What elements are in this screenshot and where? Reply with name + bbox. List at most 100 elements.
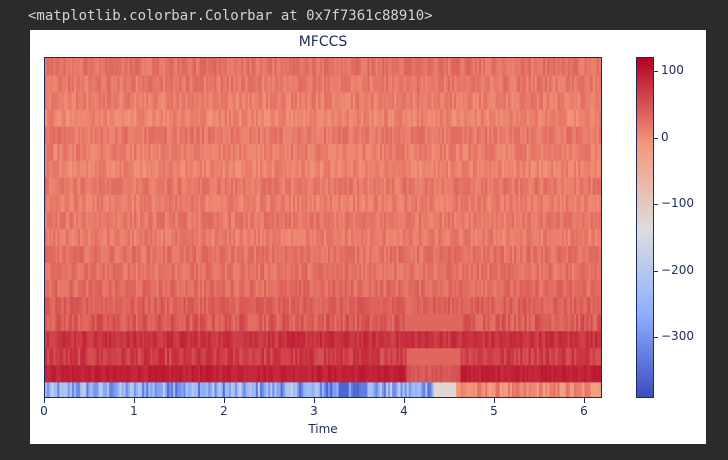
heatmap-cell bbox=[543, 126, 546, 144]
heatmap-cell bbox=[326, 364, 329, 383]
heatmap-cell bbox=[334, 109, 337, 127]
heatmap-cell bbox=[352, 92, 356, 110]
heatmap-cell bbox=[429, 143, 432, 161]
heatmap-cell bbox=[476, 279, 480, 298]
heatmap-cell bbox=[47, 92, 50, 110]
heatmap-cell bbox=[148, 279, 151, 298]
heatmap-cell bbox=[497, 109, 501, 127]
heatmap-cell bbox=[69, 211, 73, 229]
heatmap-cell bbox=[363, 143, 366, 161]
heatmap-cell bbox=[142, 177, 145, 195]
heatmap-cell bbox=[361, 330, 364, 349]
heatmap-cell bbox=[507, 347, 511, 366]
heatmap-cell bbox=[51, 75, 54, 93]
heatmap-cell bbox=[406, 160, 410, 178]
heatmap-cell bbox=[470, 296, 474, 315]
heatmap-cell bbox=[235, 211, 238, 229]
heatmap-cell bbox=[299, 313, 302, 332]
heatmap-cell bbox=[590, 279, 594, 298]
heatmap-cell bbox=[253, 92, 257, 110]
heatmap-cell bbox=[431, 177, 434, 195]
heatmap-cell bbox=[588, 177, 591, 195]
heatmap-cell bbox=[63, 211, 67, 229]
heatmap-cell bbox=[158, 347, 162, 366]
heatmap-cell bbox=[578, 347, 581, 366]
heatmap-cell bbox=[443, 92, 447, 110]
heatmap-cell bbox=[208, 245, 211, 263]
heatmap-cell bbox=[270, 262, 273, 281]
heatmap-cell bbox=[538, 194, 542, 212]
heatmap-cell bbox=[450, 296, 453, 315]
heatmap-cell bbox=[301, 160, 304, 178]
heatmap-cell bbox=[574, 245, 577, 263]
heatmap-cell bbox=[123, 194, 126, 212]
heatmap-cell bbox=[363, 177, 366, 195]
heatmap-cell bbox=[98, 313, 102, 332]
heatmap-cell bbox=[491, 143, 494, 161]
heatmap-cell bbox=[334, 245, 337, 263]
heatmap-cell bbox=[245, 347, 248, 366]
heatmap-cell bbox=[169, 262, 172, 281]
heatmap-cell bbox=[259, 177, 263, 195]
heatmap-cell bbox=[208, 364, 211, 383]
heatmap-cell bbox=[365, 262, 368, 281]
heatmap-cell bbox=[154, 194, 157, 212]
heatmap-cell bbox=[121, 194, 124, 212]
heatmap-cell bbox=[485, 347, 488, 366]
heatmap-cell bbox=[63, 143, 67, 161]
heatmap-cell bbox=[104, 92, 108, 110]
heatmap-cell bbox=[588, 109, 591, 127]
heatmap-cell bbox=[559, 313, 563, 332]
heatmap-cell bbox=[173, 245, 176, 263]
heatmap-cell bbox=[202, 245, 205, 263]
heatmap-cell bbox=[367, 126, 370, 144]
heatmap-cell bbox=[433, 313, 436, 332]
heatmap-cell bbox=[377, 143, 381, 161]
heatmap-cell bbox=[55, 262, 58, 281]
heatmap-cell bbox=[588, 381, 591, 397]
heatmap-cell bbox=[452, 143, 455, 161]
heatmap-cell bbox=[57, 75, 60, 93]
heatmap-cell bbox=[443, 143, 447, 161]
heatmap-cell bbox=[582, 109, 585, 127]
heatmap-cell bbox=[251, 109, 255, 127]
heatmap-cell bbox=[303, 330, 306, 349]
heatmap-cell bbox=[109, 364, 112, 383]
heatmap-cell bbox=[336, 160, 339, 178]
heatmap-cell bbox=[348, 313, 352, 332]
heatmap-cell bbox=[503, 228, 507, 246]
heatmap-cell bbox=[317, 143, 321, 161]
heatmap-cell bbox=[363, 92, 366, 110]
heatmap-cell bbox=[423, 177, 426, 195]
heatmap-cell bbox=[152, 211, 155, 229]
heatmap-cell bbox=[400, 109, 403, 127]
heatmap-cell bbox=[408, 177, 412, 195]
heatmap-cell bbox=[443, 381, 447, 397]
heatmap-cell bbox=[73, 143, 77, 161]
heatmap-cell bbox=[71, 245, 75, 263]
heatmap-cell bbox=[262, 194, 265, 212]
heatmap-cell bbox=[460, 347, 463, 366]
heatmap-cell bbox=[154, 381, 157, 397]
heatmap-cell bbox=[220, 245, 224, 263]
heatmap-cell bbox=[218, 262, 222, 281]
heatmap-cell bbox=[410, 296, 414, 315]
heatmap-cell bbox=[549, 177, 552, 195]
heatmap-cell bbox=[501, 279, 505, 298]
heatmap-cell bbox=[396, 262, 399, 281]
heatmap-cell bbox=[73, 381, 77, 397]
heatmap-cell bbox=[439, 296, 443, 315]
heatmap-cell bbox=[541, 228, 544, 246]
heatmap-cell bbox=[247, 245, 250, 263]
heatmap-cell bbox=[102, 143, 106, 161]
heatmap-cell bbox=[396, 228, 399, 246]
heatmap-cell bbox=[73, 245, 77, 263]
heatmap-cell bbox=[388, 228, 391, 246]
heatmap-cell bbox=[241, 75, 244, 93]
heatmap-cell bbox=[268, 211, 271, 229]
heatmap-cell bbox=[592, 313, 596, 332]
heatmap-cell bbox=[450, 347, 453, 366]
heatmap-cell bbox=[476, 313, 480, 332]
heatmap-cell bbox=[462, 143, 465, 161]
heatmap-cell bbox=[404, 364, 408, 383]
